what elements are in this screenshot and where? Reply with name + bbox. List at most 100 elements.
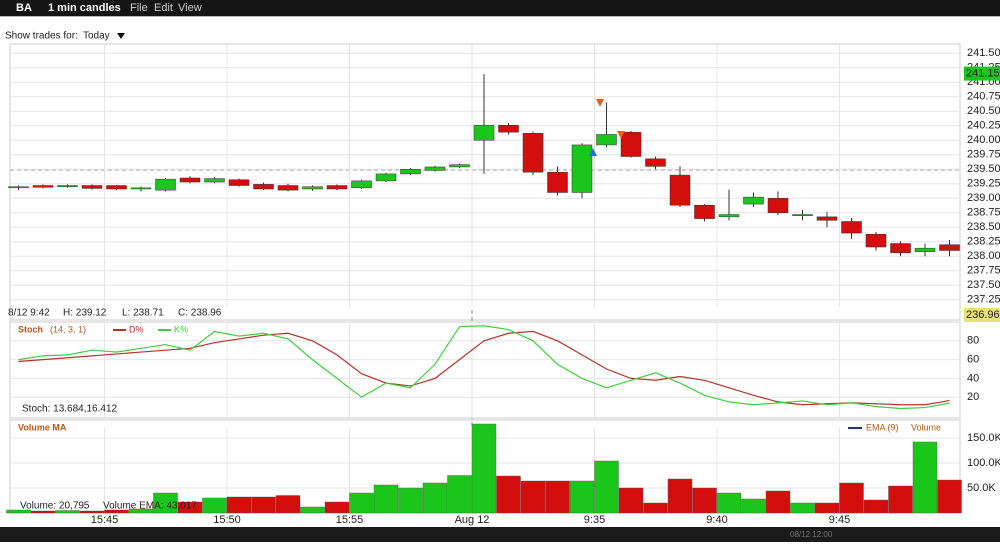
volume-bar: [399, 488, 423, 513]
y-tick-label: 50.0K: [967, 482, 996, 494]
readout: L: 238.71: [122, 308, 164, 319]
menu-item[interactable]: Edit: [154, 2, 173, 14]
volume-bar: [791, 503, 815, 513]
x-tick-label: 9:40: [706, 514, 727, 526]
x-tick-label: Aug 12: [455, 514, 490, 526]
last-price: 241.15: [966, 67, 1000, 79]
y-tick-label: 240.25: [967, 120, 1000, 132]
readout: Stoch: 13.684,16.412: [22, 404, 118, 415]
y-tick-label: 241.50: [967, 47, 1000, 59]
y-tick-label: 80: [967, 335, 979, 347]
candle-body: [156, 179, 176, 190]
legend-label: D%: [129, 324, 144, 334]
candle-body: [768, 198, 788, 213]
candle-body: [817, 217, 837, 220]
volume-bar: [227, 497, 251, 513]
candle-body: [621, 132, 641, 156]
candle-body: [450, 165, 470, 167]
x-tick-label: 9:45: [829, 514, 850, 526]
toolbar: [0, 0, 1000, 16]
y-tick-label: 237.25: [967, 294, 1000, 306]
x-tick-label: 15:45: [91, 514, 119, 526]
candle-body: [352, 181, 372, 188]
volume-bar: [742, 499, 766, 513]
candle-body: [866, 234, 886, 247]
volume-bar: [374, 485, 398, 513]
x-tick-label: 15:50: [213, 514, 241, 526]
y-tick-label: 238.50: [967, 221, 1000, 233]
volume-bar: [595, 461, 619, 513]
show-trades-value[interactable]: Today: [83, 31, 110, 42]
y-tick-label: 239.50: [967, 163, 1000, 175]
volume-bar: [276, 496, 300, 514]
candle-body: [82, 186, 102, 189]
y-tick-label: 238.25: [967, 236, 1000, 248]
y-tick-label: 40: [967, 372, 979, 384]
volume-bar: [766, 491, 790, 513]
y-tick-label: 20: [967, 391, 979, 403]
candle-body: [180, 178, 200, 182]
dropdown-arrow[interactable]: [117, 33, 125, 39]
candle-body: [33, 186, 53, 188]
candle-body: [278, 186, 298, 191]
low-price: 236.96: [966, 309, 1000, 321]
show-trades-label: Show trades for:: [5, 31, 78, 42]
x-tick-label: 9:35: [584, 514, 605, 526]
menu-item[interactable]: File: [130, 2, 148, 14]
candle-body: [474, 125, 494, 140]
candle-body: [401, 169, 421, 174]
candle-body: [9, 187, 29, 188]
candle-body: [670, 175, 690, 205]
candle-body: [646, 159, 666, 167]
volume-bar: [521, 481, 545, 513]
candle-body: [793, 215, 813, 216]
y-tick-label: 240.75: [967, 91, 1000, 103]
readout: 8/12 9:42: [8, 308, 50, 319]
trade-marker: [596, 99, 604, 107]
readout: Volume EMA: 43,017: [103, 501, 197, 512]
candle-body: [499, 125, 519, 132]
volume-bar: [301, 507, 325, 513]
volume-bar: [252, 497, 276, 513]
volume-bar: [472, 424, 496, 513]
y-tick-label: 239.75: [967, 149, 1000, 161]
candle-body: [376, 174, 396, 181]
y-tick-label: 100.0K: [967, 457, 1000, 469]
candle-body: [205, 179, 225, 182]
stoch-line: [19, 326, 950, 409]
candle-body: [107, 186, 127, 189]
legend-label: K%: [174, 324, 188, 334]
y-tick-label: 60: [967, 354, 979, 366]
y-tick-label: 240.50: [967, 105, 1000, 117]
readout: C: 238.96: [178, 308, 222, 319]
y-tick-label: 239.25: [967, 178, 1000, 190]
volume-bar: [448, 476, 472, 514]
candle-body: [254, 184, 274, 189]
y-tick-label: 238.00: [967, 250, 1000, 262]
menu-item[interactable]: View: [178, 2, 202, 14]
volume-bar: [325, 502, 349, 513]
symbol[interactable]: BA: [16, 2, 32, 14]
candle-body: [131, 188, 151, 189]
y-tick-label: 239.00: [967, 192, 1000, 204]
volume-bar: [350, 493, 374, 513]
candle-body: [842, 221, 862, 233]
interval[interactable]: 1 min candles: [48, 2, 121, 14]
readout: H: 239.12: [63, 308, 107, 319]
candle-body: [229, 180, 249, 186]
y-tick-label: 238.75: [967, 207, 1000, 219]
panel-subtitle: (14, 3, 1): [50, 324, 86, 334]
y-tick-label: 150.0K: [967, 432, 1000, 444]
volume-bar: [644, 503, 668, 513]
volume-bar: [693, 488, 717, 513]
candle-body: [58, 186, 78, 187]
legend-label: EMA (9): [866, 422, 899, 432]
volume-bar: [619, 488, 643, 513]
volume-bar: [546, 481, 570, 513]
legend-label: Volume: [911, 422, 941, 432]
candle-body: [915, 248, 935, 251]
candle-body: [425, 167, 445, 170]
y-tick-label: 237.75: [967, 265, 1000, 277]
